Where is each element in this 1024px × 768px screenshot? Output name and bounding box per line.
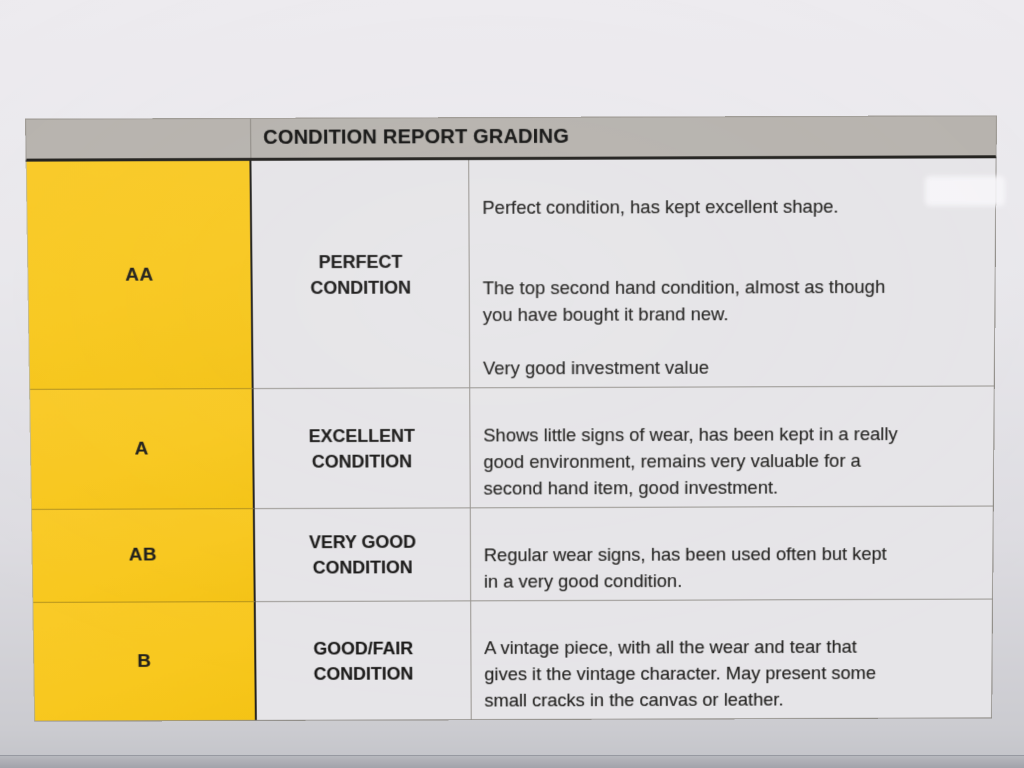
condition-description-cell: Perfect condition, has kept excellent sh… — [469, 158, 996, 388]
condition-description: Perfect condition, has kept excellent sh… — [482, 195, 886, 379]
header-spacer-cell — [26, 118, 252, 159]
grade-cell: AA — [26, 160, 254, 389]
condition-description: Regular wear signs, has been used often … — [483, 543, 887, 592]
grade-cell: AB — [31, 508, 256, 602]
condition-description-cell: A vintage piece, with all the wear and t… — [471, 598, 993, 720]
condition-label: EXCELLENT CONDITION — [308, 425, 415, 472]
condition-label-cell: EXCELLENT CONDITION — [253, 387, 471, 509]
condition-label: VERY GOOD CONDITION — [308, 532, 417, 578]
table-row: B GOOD/FAIR CONDITION A vintage piece, w… — [33, 598, 993, 721]
grade-cell: B — [33, 601, 257, 721]
grade-code: AB — [128, 544, 158, 566]
table-row: A EXCELLENT CONDITION Shows little signs… — [30, 385, 994, 509]
condition-label-cell: VERY GOOD CONDITION — [254, 507, 472, 602]
condition-label-cell: PERFECT CONDITION — [251, 160, 471, 389]
grade-code: B — [137, 650, 152, 672]
white-correction-smudge — [925, 176, 1005, 206]
table-rows: AA PERFECT CONDITION Perfect condition, … — [25, 158, 997, 722]
table-row: AB VERY GOOD CONDITION Regular wear sign… — [31, 505, 993, 602]
grade-code: AA — [125, 264, 154, 286]
grade-code: A — [134, 438, 149, 459]
condition-description: A vintage piece, with all the wear and t… — [484, 636, 877, 711]
condition-label: PERFECT CONDITION — [310, 251, 412, 298]
table-row: AA PERFECT CONDITION Perfect condition, … — [26, 158, 996, 389]
table-title: CONDITION REPORT GRADING — [263, 125, 569, 149]
table-header-row: CONDITION REPORT GRADING — [25, 115, 997, 162]
condition-grading-table: CONDITION REPORT GRADING AA PERFECT COND… — [25, 115, 997, 722]
grade-cell: A — [30, 388, 255, 509]
condition-description: Shows little signs of wear, has been kep… — [483, 423, 898, 499]
condition-label: GOOD/FAIR CONDITION — [313, 638, 414, 684]
condition-label-cell: GOOD/FAIR CONDITION — [255, 600, 472, 720]
condition-description-cell: Regular wear signs, has been used often … — [470, 505, 993, 601]
paper-bottom-edge — [0, 755, 1024, 768]
condition-description-cell: Shows little signs of wear, has been kep… — [470, 385, 994, 508]
